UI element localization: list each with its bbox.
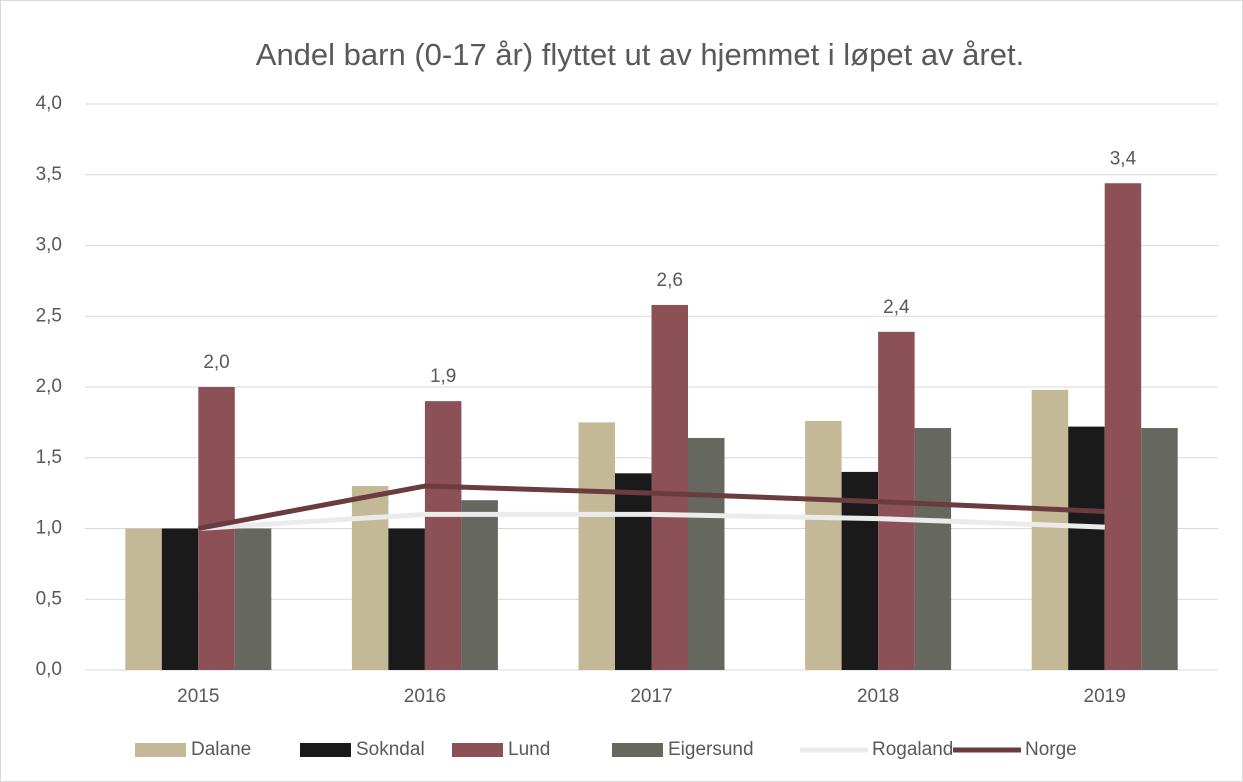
bar (234, 528, 272, 670)
y-tick-label: 0,5 (36, 588, 62, 609)
bar (1104, 183, 1142, 671)
x-tick-label: 2017 (630, 686, 672, 707)
y-tick-label: 0,0 (36, 659, 62, 680)
y-tick-label: 4,0 (36, 93, 62, 114)
line (197, 483, 1105, 531)
legend-label: Sokndal (356, 739, 425, 760)
y-tick-label: 1,5 (36, 447, 62, 468)
y-tick-label: 1,0 (36, 518, 62, 539)
data-label: 1,9 (430, 366, 456, 387)
y-tick-label: 3,5 (36, 164, 62, 185)
x-tick-label: 2016 (404, 686, 446, 707)
data-label: 2,0 (203, 352, 229, 373)
bar (651, 304, 688, 670)
bar (424, 401, 462, 670)
bar (914, 428, 952, 670)
y-tick-label: 2,0 (36, 376, 62, 397)
line (198, 511, 1105, 531)
x-tick-label: 2018 (857, 686, 899, 707)
legend-swatch (452, 743, 503, 757)
legend-label: Eigersund (668, 739, 754, 760)
bar (615, 473, 652, 670)
chart-title: Andel barn (0-17 år) flyttet ut av hjemm… (256, 37, 1024, 72)
legend-label: Dalane (191, 739, 251, 760)
bar (1031, 389, 1069, 670)
bar (688, 437, 725, 670)
legend-label: Rogaland (872, 739, 953, 760)
bar (841, 471, 879, 670)
y-tick-label: 3,0 (36, 235, 62, 256)
legend-label: Norge (1025, 739, 1077, 760)
data-label: 2,6 (657, 270, 683, 291)
bar (805, 420, 842, 670)
bar (388, 528, 425, 670)
bar (125, 528, 162, 670)
legend-label: Lund (508, 739, 550, 760)
bar (351, 486, 389, 670)
x-tick-label: 2015 (177, 686, 219, 707)
x-tick-label: 2019 (1084, 686, 1126, 707)
data-label: 2,4 (883, 297, 910, 318)
bar (1068, 426, 1105, 670)
legend-swatch (612, 743, 663, 757)
y-tick-label: 2,5 (36, 305, 62, 326)
bar (1141, 428, 1178, 670)
bar (461, 500, 498, 670)
legend-swatch (135, 743, 186, 757)
legend-swatch (300, 743, 351, 757)
bar (578, 422, 615, 670)
bar (161, 528, 199, 670)
data-label: 3,4 (1110, 148, 1137, 169)
